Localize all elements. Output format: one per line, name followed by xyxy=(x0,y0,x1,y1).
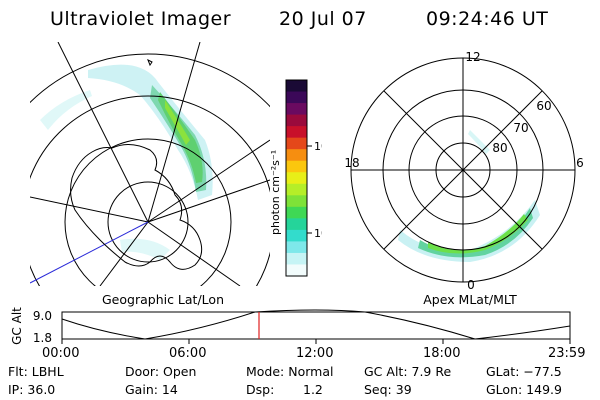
colorbar-swatch xyxy=(286,114,307,127)
time-label: 09:24:46 UT xyxy=(426,8,549,30)
colorbar-swatch xyxy=(286,91,307,104)
altplot-xtick-4: 23:59 xyxy=(548,346,586,361)
colorbar-swatch xyxy=(286,264,307,277)
altplot-xtick-2: 12:00 xyxy=(296,346,334,361)
mlt-label-6: 6 xyxy=(576,156,584,170)
info-dsp-label: Dsp: xyxy=(246,382,275,397)
altplot-xtick-0: 00:00 xyxy=(42,346,80,361)
geographic-map xyxy=(30,42,270,286)
colorbar-swatch xyxy=(286,160,307,173)
colorbar: 100 10 photon cm⁻²s⁻¹ xyxy=(269,79,322,277)
colorbar-swatch xyxy=(286,103,307,116)
altplot-ylabel: GC Alt xyxy=(10,307,24,345)
colorbar-swatch xyxy=(286,80,307,93)
info-mode: Mode: Normal xyxy=(246,364,334,379)
altitude-plot: 9.0 1.8 GC Alt xyxy=(10,307,571,345)
info-ip: IP: 36.0 xyxy=(8,382,56,397)
mlat-label-80: 80 xyxy=(492,141,507,155)
info-gc-alt: GC Alt: 7.9 Re xyxy=(364,364,452,379)
colorbar-tick-10: 10 xyxy=(314,227,322,240)
geographic-label: Geographic Lat/Lon xyxy=(102,292,224,307)
colorbar-swatches xyxy=(286,80,307,277)
altplot-ytick-max: 9.0 xyxy=(33,309,52,323)
mlat-label-60: 60 xyxy=(536,99,551,113)
info-glon: GLon: 149.9 xyxy=(486,382,562,397)
colorbar-swatch xyxy=(286,195,307,208)
colorbar-swatch xyxy=(286,241,307,254)
info-glat: GLat: −77.5 xyxy=(486,364,562,379)
instrument-title: Ultraviolet Imager xyxy=(50,8,232,30)
colorbar-swatch xyxy=(286,218,307,231)
colorbar-swatch xyxy=(286,137,307,150)
magnetic-label: Apex MLat/MLT xyxy=(423,292,517,307)
date-label: 20 Jul 07 xyxy=(279,8,367,30)
mlt-label-12: 12 xyxy=(465,50,480,64)
altplot-ytick-min: 1.8 xyxy=(33,331,52,345)
mlt-label-18: 18 xyxy=(344,156,359,170)
colorbar-swatch xyxy=(286,149,307,162)
mlat-label-70: 70 xyxy=(513,121,528,135)
colorbar-tick-100: 100 xyxy=(314,140,322,153)
info-door: Door: Open xyxy=(125,364,197,379)
colorbar-swatch xyxy=(286,229,307,243)
info-filter: Flt: LBHL xyxy=(8,364,64,379)
colorbar-swatch xyxy=(286,126,307,139)
colorbar-swatch xyxy=(286,183,307,196)
colorbar-swatch xyxy=(286,172,307,185)
altplot-xtick-1: 06:00 xyxy=(169,346,207,361)
colorbar-swatch xyxy=(286,206,307,219)
info-seq: Seq: 39 xyxy=(364,382,412,397)
colorbar-swatch xyxy=(286,252,307,266)
colorbar-unit-label: photon cm⁻²s⁻¹ xyxy=(269,150,282,235)
info-dsp-value: 1.2 xyxy=(303,382,323,397)
altplot-xtick-3: 18:00 xyxy=(423,346,461,361)
mlt-label-0: 0 xyxy=(467,278,475,292)
info-gain: Gain: 14 xyxy=(125,382,178,397)
